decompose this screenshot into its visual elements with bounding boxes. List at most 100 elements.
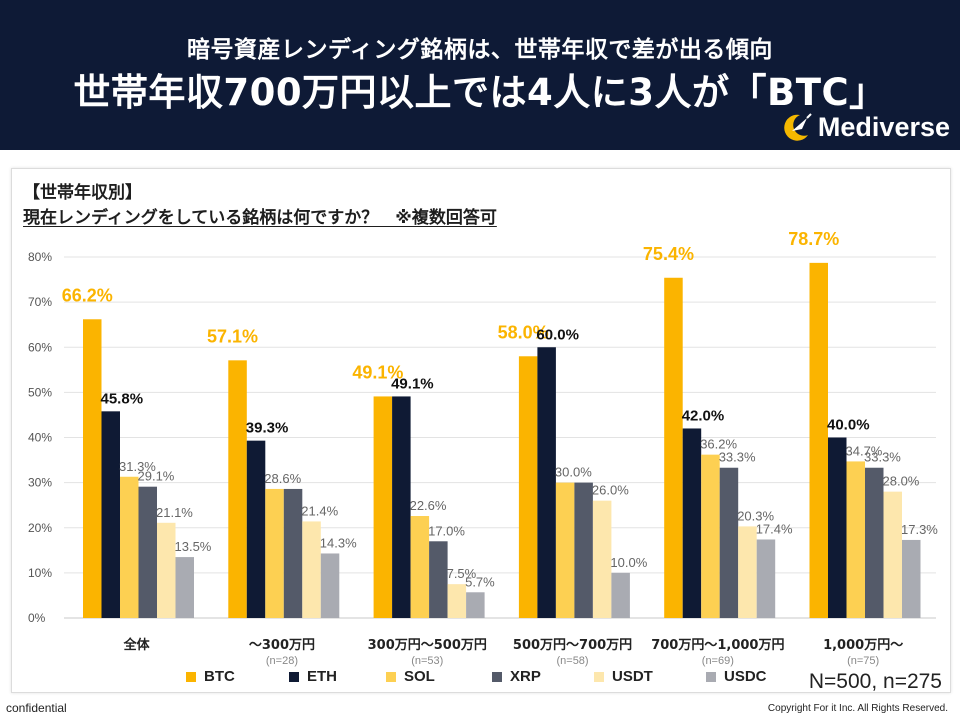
legend-item-sol: SOL — [386, 668, 435, 685]
bar-usdt — [592, 500, 612, 618]
header-subtitle: 暗号資産レンディング銘柄は、世帯年収で差が出る傾向 — [187, 37, 773, 63]
bar-eth — [682, 428, 702, 618]
data-label-sol: 22.6% — [410, 498, 447, 513]
y-tick-label: 80% — [28, 250, 52, 264]
bar-usdc — [902, 539, 921, 618]
data-label-eth: 49.1% — [391, 375, 434, 392]
category-n-label: (n=69) — [702, 655, 734, 667]
data-label-btc: 57.1% — [207, 326, 258, 346]
mediverse-logo: Mediverse — [778, 110, 950, 144]
category-label: 500万円～700万円 — [513, 638, 632, 653]
data-label-usdc: 14.3% — [320, 535, 357, 550]
legend-item-usdc: USDC — [706, 668, 767, 685]
data-label-eth: 40.0% — [827, 417, 870, 434]
data-label-usdt: 20.3% — [737, 508, 774, 523]
data-label-btc: 58.0% — [498, 322, 549, 342]
data-label-usdt: 28.0% — [883, 474, 920, 489]
data-label-btc: 75.4% — [643, 244, 694, 264]
data-label-xrp: 33.3% — [719, 450, 756, 465]
data-label-usdc: 5.7% — [465, 574, 495, 589]
data-label-btc: 66.2% — [62, 285, 113, 305]
bar-sol — [410, 516, 430, 618]
data-label-eth: 60.0% — [536, 326, 579, 343]
bar-eth — [101, 411, 120, 618]
legend-swatch — [492, 671, 502, 682]
bar-usdc — [611, 572, 630, 618]
bar-usdc — [756, 539, 776, 618]
header-title: 世帯年収700万円以上では4人に3人が「BTC」 — [73, 71, 887, 114]
legend-item-eth: ETH — [289, 668, 337, 685]
crescent-rocket-icon — [784, 113, 812, 141]
y-tick-label: 70% — [28, 295, 52, 309]
category-n-label: (n=28) — [266, 655, 298, 667]
y-tick-label: 0% — [28, 611, 46, 625]
data-label-usdc: 17.4% — [756, 521, 793, 536]
bar-btc — [373, 396, 393, 618]
confidential-label: confidential — [6, 701, 67, 715]
logo-text: Mediverse — [817, 111, 950, 142]
bar-eth — [246, 440, 266, 618]
survey-question: 現在レンディングをしている銘柄は何ですか？ ※複数回答可 — [23, 208, 497, 228]
bar-btc — [664, 277, 683, 618]
data-label-usdt: 7.5% — [447, 566, 477, 581]
bar-xrp — [283, 488, 303, 618]
bar-sol — [555, 482, 575, 618]
section-label: 【世帯年収別】 — [23, 183, 142, 203]
data-label-xrp: 17.0% — [428, 523, 465, 538]
bar-xrp — [865, 467, 884, 618]
data-label-sol: 28.6% — [264, 471, 301, 486]
legend-label: ETH — [307, 668, 337, 685]
footer — [0, 698, 960, 720]
bar-xrp — [429, 541, 448, 618]
legend-label: XRP — [510, 668, 541, 685]
legend-swatch — [706, 671, 716, 682]
bar-usdc — [466, 592, 485, 618]
y-tick-label: 10% — [28, 566, 52, 580]
data-label-eth: 45.8% — [101, 390, 144, 407]
legend-label: BTC — [204, 668, 235, 685]
bar-usdt — [883, 491, 902, 618]
data-label-usdc: 17.3% — [901, 522, 938, 537]
bar-eth — [537, 347, 556, 618]
y-tick-label: 40% — [28, 431, 52, 445]
category-n-label: (n=75) — [847, 655, 879, 667]
bar-eth — [392, 396, 411, 618]
bar-sol — [701, 454, 720, 618]
category-label: 700万円～1,000万円 — [651, 638, 784, 653]
category-n-label: (n=58) — [556, 655, 588, 667]
bar-usdc — [320, 553, 340, 618]
legend-label: USDT — [612, 668, 653, 685]
bar-usdt — [157, 522, 176, 618]
bar-xrp — [138, 486, 157, 618]
legend-item-btc: BTC — [186, 668, 235, 685]
legend-item-xrp: XRP — [492, 668, 541, 685]
category-label: 全体 — [123, 637, 151, 653]
data-label-usdc: 10.0% — [610, 555, 647, 570]
data-label-xrp: 29.1% — [138, 469, 175, 484]
bar-sol — [265, 488, 284, 618]
y-tick-label: 50% — [28, 385, 52, 399]
bar-usdt — [302, 521, 321, 618]
data-label-usdt: 21.1% — [156, 505, 193, 520]
category-label: ～300万円 — [249, 638, 315, 653]
bar-eth — [828, 437, 847, 618]
data-label-sol: 31.3% — [119, 459, 156, 474]
category-label: 1,000万円～ — [823, 638, 903, 653]
y-tick-label: 60% — [28, 340, 52, 354]
bar-btc — [518, 356, 538, 618]
data-label-usdc: 13.5% — [175, 539, 212, 554]
chart-legend: BTC ETH SOL XRP USDT USDC — [186, 668, 806, 688]
bar-btc — [228, 360, 247, 618]
data-label-xrp: 33.3% — [864, 450, 901, 465]
legend-item-usdt: USDT — [594, 668, 653, 685]
header-banner: 暗号資産レンディング銘柄は、世帯年収で差が出る傾向 世帯年収700万円以上では4… — [0, 0, 960, 150]
data-label-eth: 39.3% — [246, 420, 289, 437]
data-label-usdt: 21.4% — [301, 503, 338, 518]
bar-sol — [846, 461, 865, 618]
category-label: 300万円～500万円 — [368, 638, 487, 653]
bar-usdt — [447, 584, 467, 618]
data-label-sol: 36.2% — [700, 437, 737, 452]
y-tick-label: 30% — [28, 476, 52, 490]
data-label-eth: 42.0% — [682, 407, 725, 424]
